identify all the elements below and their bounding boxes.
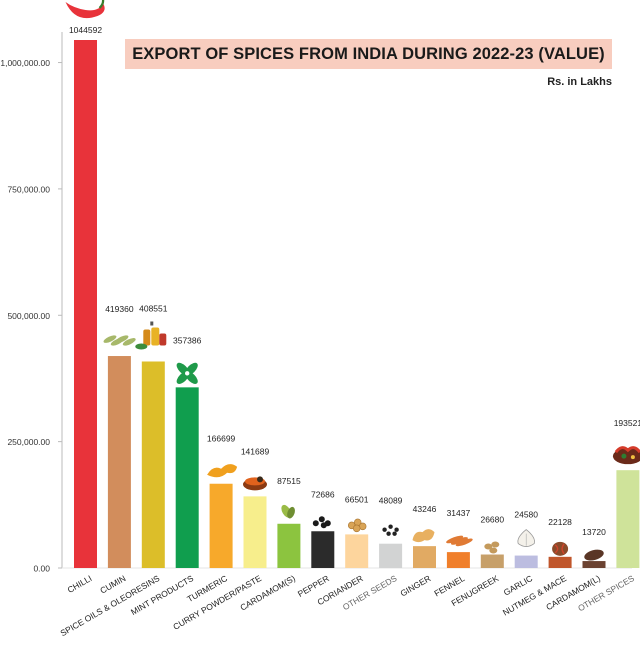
data-label: 13720 [582,527,606,537]
fennel-icon [446,535,473,547]
spice-oils-icon [135,321,167,350]
bar-garlic [514,555,538,568]
mint-icon [176,362,198,384]
data-labels: 1044592 419360 408551 357386 166699 141689 875… [69,25,640,537]
y-tick-label: 750,000.00 [7,184,50,194]
bar-series [74,40,640,568]
data-label: 1044592 [69,25,102,35]
chart-title: EXPORT OF SPICES FROM INDIA DURING 2022-… [132,44,605,63]
other-spices-icon [612,446,640,465]
cardamom-large-icon [584,549,604,561]
data-label: 24580 [514,510,538,520]
pepper-icon [312,516,331,529]
garlic-icon [517,529,535,547]
data-label: 26680 [480,515,504,525]
bar-chilli [74,40,97,568]
y-tick-label: 0.00 [33,564,50,574]
data-label: 193521 [614,418,640,428]
bar-turmeric [209,483,233,568]
data-label: 419360 [105,304,134,314]
bar-cumin [107,356,131,568]
category-label: CHILLI [66,573,94,595]
data-label: 166699 [207,434,236,444]
y-tick-label: 1,000,000.00 [0,58,50,68]
nutmeg-mace-icon [552,541,569,556]
coriander-icon [348,518,367,533]
bar-cardamom-l- [582,561,606,568]
cardamom-small-icon [281,504,295,519]
y-tick-label: 500,000.00 [7,311,50,321]
bar-fenugreek [480,554,504,568]
category-label: GINGER [398,573,432,598]
data-label: 72686 [311,489,335,499]
bar-mint-products [175,387,199,568]
data-label: 408551 [139,303,168,313]
bar-other-spices [616,470,640,568]
data-label: 48089 [379,496,403,506]
bar-nutmeg-mace [548,556,572,568]
spice-icons [65,0,640,561]
bar-pepper [311,531,335,568]
data-label: 66501 [345,494,369,504]
curry-powder-icon [243,476,267,491]
bar-fennel [446,552,470,568]
turmeric-icon [207,464,238,478]
bar-cardamom-s- [277,523,301,568]
data-label: 357386 [173,335,202,345]
other-seeds-icon [382,524,399,536]
y-tick-label: 250,000.00 [7,437,50,447]
bar-other-seeds [379,543,403,568]
bar-coriander [345,534,369,568]
data-label: 43246 [413,504,437,514]
ginger-icon [412,529,435,543]
data-label: 22128 [548,517,572,527]
bar-spice-oils-oleoresins [141,361,165,568]
data-label: 87515 [277,476,301,486]
chart-title-banner: EXPORT OF SPICES FROM INDIA DURING 2022-… [125,39,612,69]
data-label: 141689 [241,446,270,456]
bar-ginger [413,546,436,568]
data-label: 31437 [447,508,471,518]
chilli-icon [65,0,105,19]
unit-label: Rs. in Lakhs [547,76,612,88]
bar-curry-powder-paste [243,496,267,568]
fenugreek-icon [484,541,500,554]
cumin-icon [103,335,136,346]
